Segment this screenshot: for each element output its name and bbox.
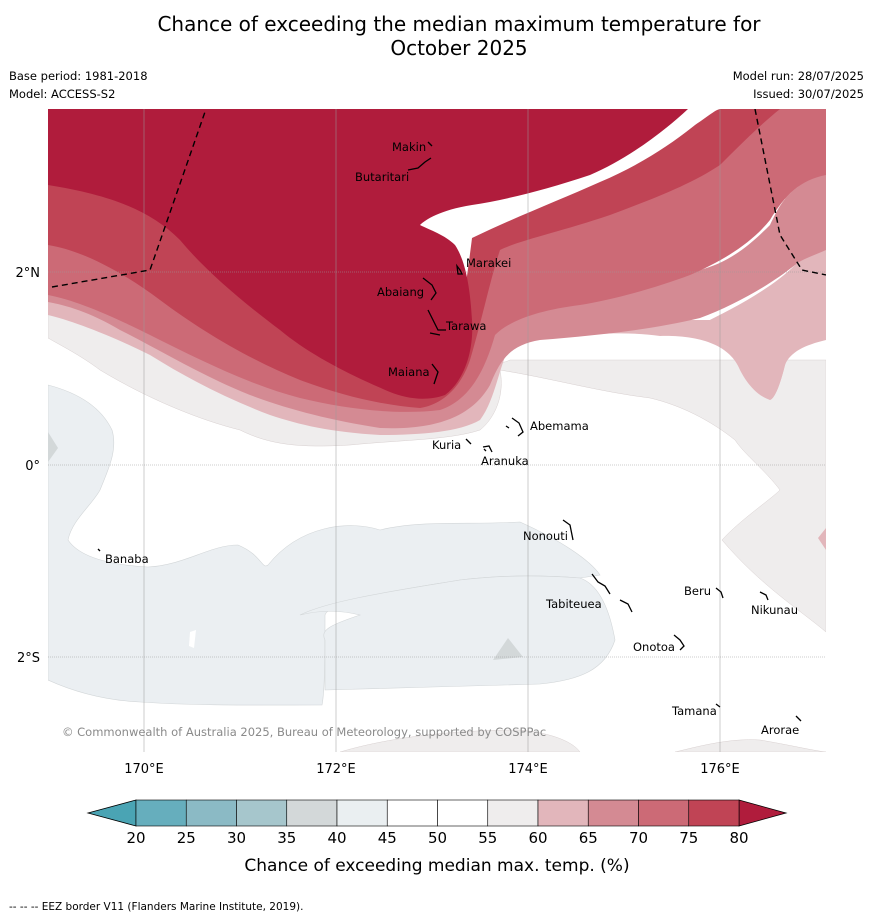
island-shape-marakei: [456, 263, 464, 275]
island-shape-tabiteuea: [591, 573, 633, 613]
colorbar-swatch: [587, 799, 639, 827]
title-line-1: Chance of exceeding the median maximum t…: [157, 12, 761, 36]
colorbar-tick-label: 50: [428, 829, 447, 847]
island-shape-kuria: [465, 438, 472, 445]
colorbar-low-arrow: [86, 799, 137, 827]
island-shape-arorae: [795, 715, 802, 722]
island-shape-tamana: [715, 703, 721, 708]
place-label-makin: Makin: [392, 140, 426, 154]
island-shape-abemama: [505, 417, 524, 437]
place-label-marakei: Marakei: [466, 256, 511, 270]
colorbar-swatch: [688, 799, 740, 827]
model-name: Model: ACCESS-S2: [9, 87, 116, 101]
island-shape-onotoa: [673, 634, 685, 651]
colorbar-tick-label: 45: [378, 829, 397, 847]
white-island-patch: [189, 630, 196, 648]
colorbar-high-arrow: [738, 799, 788, 827]
latitude-labels: 2°N 0° 2°S: [16, 266, 41, 666]
place-label-butaritari: Butaritari: [355, 170, 409, 184]
colorbar-swatch: [135, 799, 187, 827]
colorbar: 20 25 30 35 40 45 50 55 60 65 70 75 80: [86, 799, 788, 847]
gridlines: [48, 109, 826, 752]
colorbar-label: Chance of exceeding median max. temp. (%…: [244, 856, 629, 876]
colorbar-tick-label: 30: [227, 829, 246, 847]
model-run: Model run: 28/07/2025: [732, 69, 864, 83]
copyright-notice: © Commonwealth of Australia 2025, Bureau…: [62, 725, 546, 739]
colorbar-tick-label: 25: [177, 829, 196, 847]
contour-35-40-edge: [48, 432, 58, 462]
colorbar-swatch: [386, 799, 438, 827]
place-label-abaiang: Abaiang: [377, 285, 424, 299]
place-label-kuria: Kuria: [432, 438, 461, 452]
colorbar-tick-label: 70: [629, 829, 648, 847]
colorbar-tick-label: 35: [277, 829, 296, 847]
place-label-tabiteuea: Tabiteuea: [545, 597, 602, 611]
colorbar-tick-label: 55: [478, 829, 497, 847]
map-plot-area: Makin Butaritari Marakei Abaiang Tarawa …: [48, 109, 826, 752]
colorbar-tick-label: 80: [729, 829, 748, 847]
island-shape-aranuka: [482, 445, 493, 453]
title-line-2: October 2025: [390, 36, 528, 60]
colorbar-swatch: [537, 799, 589, 827]
colorbar-swatch: [236, 799, 288, 827]
contour-40-45-south: [299, 575, 616, 691]
contour-55-60-south: [339, 729, 826, 752]
eez-borders: [51, 109, 826, 288]
island-shape-beru: [715, 587, 724, 599]
place-label-maiana: Maiana: [388, 365, 430, 379]
island-shape-maiana: [431, 363, 439, 385]
contour-75-80: [48, 109, 780, 408]
lon-label-170e: 170°E: [124, 762, 164, 777]
colorbar-tick-label: 20: [126, 829, 145, 847]
island-shape-tarawa: [427, 309, 446, 336]
lat-label-0: 0°: [25, 459, 40, 474]
place-label-onotoa: Onotoa: [633, 640, 675, 654]
issued-date: Issued: 30/07/2025: [753, 87, 864, 101]
colorbar-swatch: [185, 799, 237, 827]
colorbar-swatch: [487, 799, 539, 827]
contour-35-40-spot: [493, 638, 523, 660]
place-label-nonouti: Nonouti: [523, 529, 568, 543]
place-label-arorae: Arorae: [761, 723, 799, 737]
place-labels: Makin Butaritari Marakei Abaiang Tarawa …: [105, 140, 799, 737]
island-shape-nikunau: [759, 591, 769, 601]
colorbar-swatch: [638, 799, 690, 827]
base-period: Base period: 1981-2018: [9, 69, 148, 83]
place-label-tamana: Tamana: [671, 704, 717, 718]
meta-right: Model run: 28/07/2025 Issued: 30/07/2025: [733, 69, 864, 105]
colorbar-swatch: [437, 799, 489, 827]
contour-40-45-west: [48, 384, 601, 706]
colorbar-swatch: [336, 799, 388, 827]
contour-60-65-edge: [818, 528, 826, 550]
eez-border-west: [51, 109, 207, 288]
meta-left: Base period: 1981-2018 Model: ACCESS-S2: [9, 69, 148, 105]
place-label-beru: Beru: [684, 584, 711, 598]
longitude-labels: 170°E 172°E 174°E 176°E: [124, 762, 740, 777]
island-shape-butaritari: [407, 157, 432, 171]
place-label-banaba: Banaba: [105, 552, 149, 566]
colorbar-tick-label: 40: [327, 829, 346, 847]
place-label-abemama: Abemama: [530, 419, 589, 433]
eez-border-note: -- -- -- EEZ border V11 (Flanders Marine…: [9, 901, 304, 913]
colorbar-tick-label: 65: [579, 829, 598, 847]
place-label-aranuka: Aranuka: [481, 454, 529, 468]
lon-label-176e: 176°E: [700, 762, 740, 777]
colorbar-swatch: [286, 799, 338, 827]
island-outlines: [97, 141, 802, 722]
place-label-nikunau: Nikunau: [751, 603, 798, 617]
map-title: Chance of exceeding the median maximum t…: [0, 12, 873, 60]
colorbar-tick-label: 75: [679, 829, 698, 847]
lat-label-2s: 2°S: [17, 651, 40, 666]
colorbar-tick-label: 60: [528, 829, 547, 847]
lat-label-2n: 2°N: [16, 266, 41, 281]
island-shape-banaba: [97, 548, 101, 552]
eez-border-east: [754, 109, 826, 276]
island-shape-abaiang: [422, 277, 437, 301]
lon-label-172e: 172°E: [316, 762, 356, 777]
island-shape-nonouti: [562, 519, 574, 541]
island-shape-makin: [427, 141, 433, 147]
place-label-tarawa: Tarawa: [445, 319, 486, 333]
lon-label-174e: 174°E: [508, 762, 548, 777]
